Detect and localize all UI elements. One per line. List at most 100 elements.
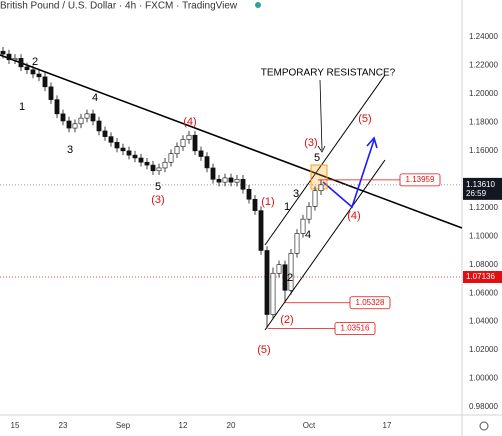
candle-body — [162, 161, 168, 169]
candle-body — [216, 179, 222, 183]
x-tick-label: Oct — [303, 421, 316, 430]
candle-body — [6, 53, 12, 61]
wave-label: 3 — [67, 144, 73, 156]
candle-body — [276, 264, 282, 274]
countdown-label: 26:59 — [466, 189, 487, 198]
candle-body — [18, 58, 24, 68]
axis-level-label: 1.07136 — [466, 272, 495, 281]
price-level-label: 1.05328 — [356, 298, 385, 307]
callout-line — [319, 79, 323, 151]
wave-label: (5) — [358, 113, 371, 125]
y-tick-label: 1.06000 — [469, 288, 498, 297]
candle-body — [246, 188, 252, 200]
price-level-label: 1.13959 — [406, 175, 435, 184]
candle-body — [126, 150, 132, 156]
candle-body — [198, 150, 204, 157]
candle-body — [252, 198, 258, 211]
candle-body — [150, 164, 156, 172]
wave-label: (5) — [257, 344, 270, 356]
x-tick-label: 23 — [59, 421, 68, 430]
candle-body — [228, 177, 234, 183]
settings-icon[interactable] — [479, 421, 489, 431]
candle-body — [78, 117, 84, 125]
candle-body — [300, 218, 306, 234]
candle-body — [234, 179, 240, 183]
price-level-box — [334, 322, 376, 335]
price-level-box — [349, 296, 391, 310]
wave-label: 2 — [32, 56, 38, 68]
candle-body — [186, 134, 192, 140]
candle-body — [264, 250, 270, 315]
y-tick-label: 1.20000 — [469, 89, 498, 98]
axis-level-box — [463, 271, 502, 284]
y-tick-label: 1.10000 — [469, 231, 498, 240]
candle-body — [30, 69, 36, 75]
candle-body — [270, 272, 276, 315]
candle-body — [36, 73, 42, 78]
status-dot — [255, 2, 261, 8]
candle-body — [54, 99, 60, 115]
wave-label: 2 — [287, 272, 293, 284]
candle-body — [120, 147, 126, 152]
price-level-box — [399, 173, 441, 187]
candle-body — [96, 120, 102, 132]
candle-body — [294, 233, 300, 254]
y-tick-label: 1.04000 — [469, 317, 498, 326]
wave-label: (4) — [347, 210, 360, 222]
wave-label: TEMPORARY RESISTANCE? — [261, 68, 396, 79]
candle-body — [222, 177, 228, 183]
candle-body — [192, 134, 198, 152]
candle-body — [24, 66, 30, 71]
candle-body — [144, 161, 150, 166]
x-tick-label: 17 — [383, 421, 392, 430]
projection-arrow — [322, 139, 375, 209]
candle-body — [282, 264, 288, 291]
candle-body — [90, 113, 96, 122]
y-tick-label: 1.24000 — [469, 32, 498, 41]
candle-body — [156, 167, 162, 172]
candle-body — [114, 142, 120, 149]
wave-label: (1) — [261, 196, 274, 208]
y-tick-label: 1.22000 — [469, 61, 498, 70]
candle-body — [12, 58, 18, 61]
y-tick-label: 1.08000 — [469, 260, 498, 269]
wave-label: (3) — [151, 194, 164, 206]
candle-body — [84, 113, 90, 119]
chart-title: British Pound / U.S. Dollar · 4h · FXCM … — [0, 1, 238, 12]
candle-body — [204, 156, 210, 169]
arrow-head — [366, 136, 378, 149]
candle-body — [306, 206, 312, 220]
candle-body — [72, 123, 78, 129]
candle-body — [48, 86, 54, 100]
candle-body — [288, 253, 294, 291]
x-tick-label: 15 — [11, 421, 20, 430]
candle-body — [210, 167, 216, 180]
candle-body — [174, 146, 180, 155]
current-price-label: 1.13610 — [466, 180, 495, 189]
candle-body — [312, 190, 318, 207]
wave-label: (4) — [183, 116, 196, 128]
candle-body — [240, 179, 246, 190]
candle-body — [0, 50, 6, 55]
y-tick-label: 0.98000 — [469, 402, 498, 411]
current-price-box — [463, 177, 502, 200]
y-tick-label: 1.16000 — [469, 146, 498, 155]
y-tick-label: 1.12000 — [469, 203, 498, 212]
candle-body — [168, 153, 174, 163]
wave-label: 4 — [92, 92, 98, 104]
resistance-line — [0, 54, 463, 229]
x-tick-label: 12 — [179, 421, 188, 430]
wave-label: 3 — [293, 188, 299, 200]
candle-body — [132, 154, 138, 159]
y-tick-label: 1.02000 — [469, 345, 498, 354]
x-tick-label: 20 — [227, 421, 236, 430]
wave-label: 1 — [19, 101, 25, 113]
candle-body — [60, 113, 66, 122]
wave-label: 1 — [284, 201, 290, 213]
callout-head — [317, 145, 326, 153]
candle-body — [138, 157, 144, 163]
candle-body — [108, 136, 114, 143]
y-tick-label: 1.18000 — [469, 118, 498, 127]
